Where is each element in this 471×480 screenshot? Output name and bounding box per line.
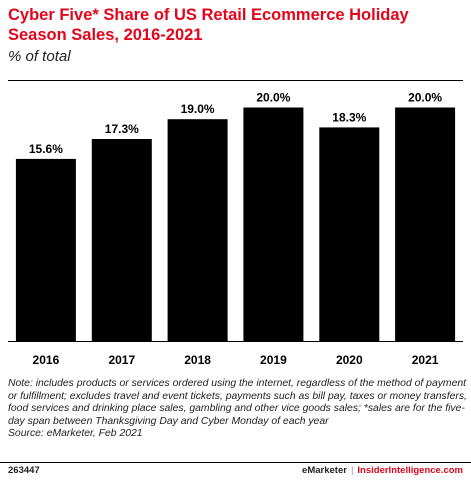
bar-2017 [91, 139, 152, 341]
bar-2018 [167, 119, 228, 341]
footer-divider [0, 462, 471, 463]
x-tick-label-2019: 2019 [260, 353, 287, 367]
bar-2021 [395, 107, 456, 341]
data-label-2017: 17.3% [105, 122, 139, 136]
x-tick-label-2020: 2020 [336, 353, 363, 367]
footer-brand: eMarketer | InsiderIntelligence.com [302, 465, 463, 476]
bar-2019 [243, 107, 304, 341]
bar-chart: 15.6% 2016 17.3% 2017 19.0% 2018 20.0% 2019 18.3… [8, 80, 463, 367]
data-label-2018: 19.0% [181, 102, 215, 116]
note-text: Note: includes products or services orde… [8, 378, 467, 427]
data-label-2020: 18.3% [332, 110, 366, 124]
chart-id: 263447 [8, 465, 40, 476]
chart-subtitle: % of total [8, 48, 71, 65]
data-label-2019: 20.0% [256, 91, 290, 105]
x-tick-label-2017: 2017 [108, 353, 135, 367]
brand-separator: | [350, 465, 354, 476]
x-tick-label-2021: 2021 [412, 353, 439, 367]
chart-note: Note: includes products or services orde… [8, 378, 468, 441]
chart-title: Cyber Five* Share of US Retail Ecommerce… [8, 6, 409, 44]
x-tick-label-2016: 2016 [33, 353, 60, 367]
x-tick-label-2018: 2018 [184, 353, 211, 367]
brand-insider-intelligence: InsiderIntelligence.com [357, 465, 463, 476]
bar-2020 [319, 127, 380, 342]
brand-emarketer: eMarketer [302, 465, 347, 476]
bar-2016 [15, 158, 76, 341]
data-label-2016: 15.6% [29, 142, 63, 156]
data-label-2021: 20.0% [408, 91, 442, 105]
source-text: Source: eMarketer, Feb 2021 [8, 428, 143, 440]
